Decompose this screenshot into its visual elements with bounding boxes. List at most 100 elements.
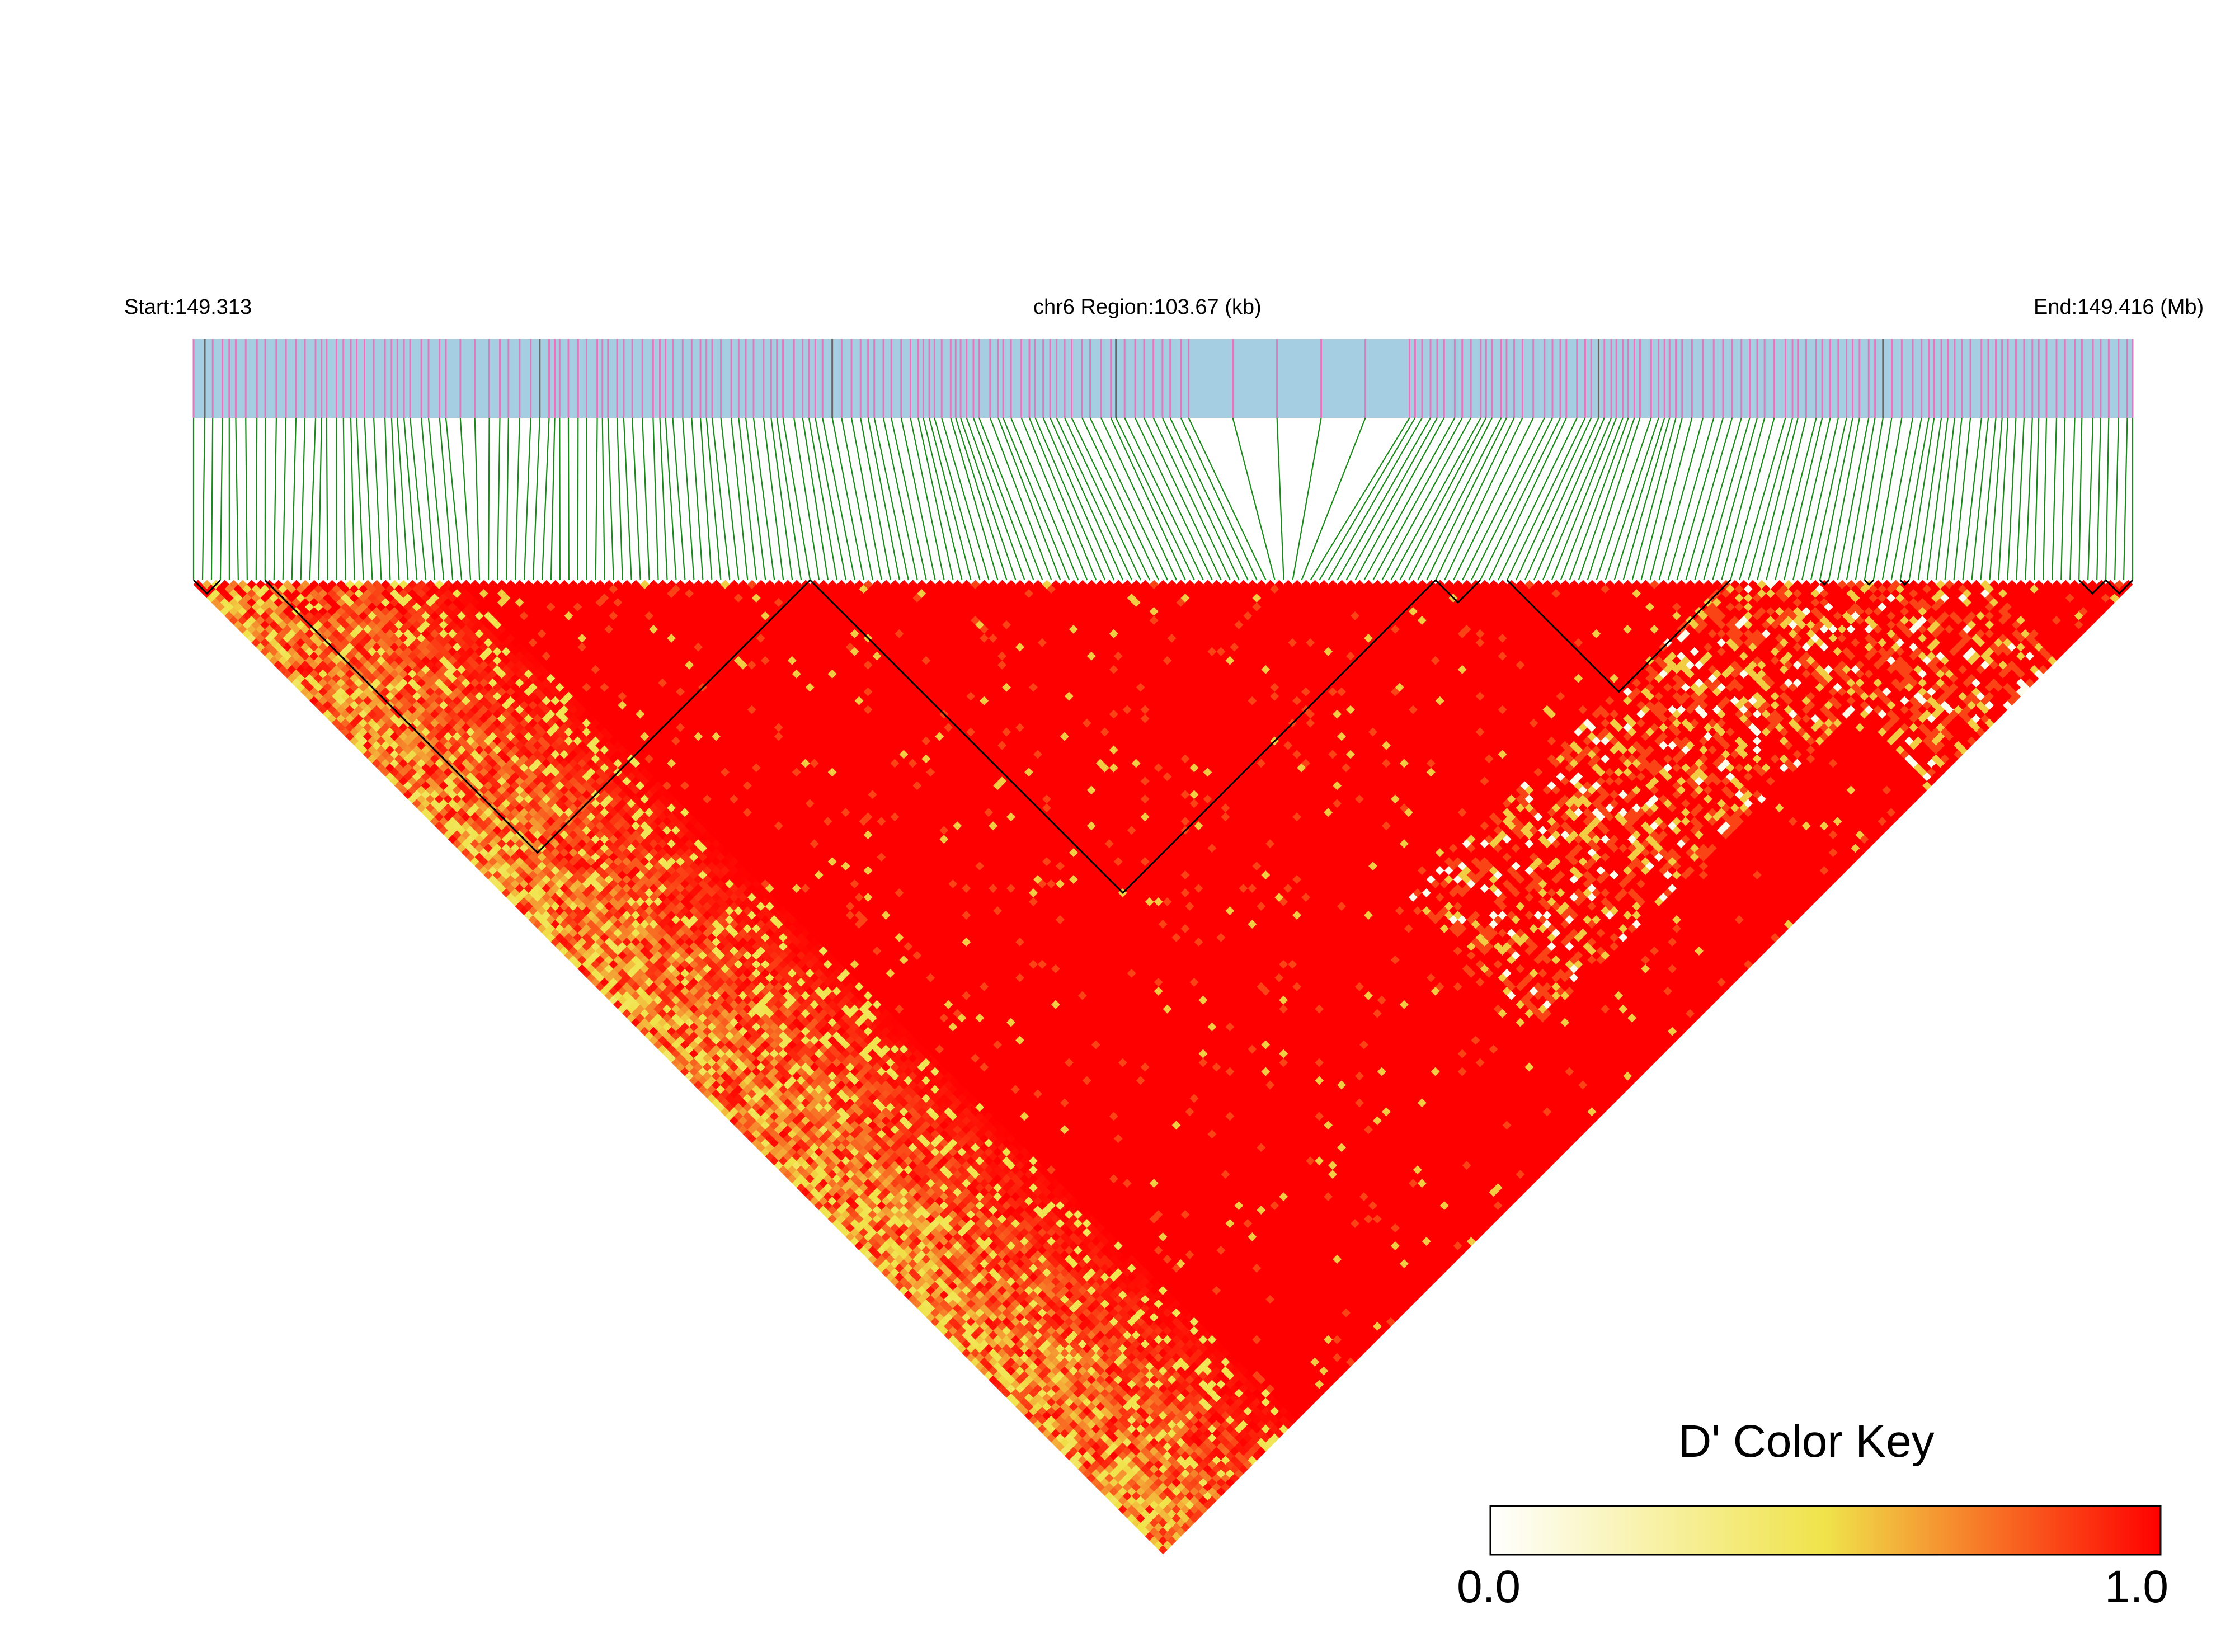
snp-connector-line <box>1144 417 1222 581</box>
snp-connector-line <box>1135 417 1213 581</box>
snp-connector-line <box>255 417 258 581</box>
snp-connector-line <box>1426 417 1507 581</box>
snp-connector-line <box>705 417 722 581</box>
snp-ticks <box>192 339 2134 418</box>
ld-heatmap-cells <box>193 580 2133 1555</box>
snp-connector-line <box>1917 417 1942 581</box>
snp-connector-line <box>1578 417 1635 581</box>
snp-connector-line <box>373 417 382 581</box>
snp-connector-line <box>891 417 927 581</box>
snp-connector-line <box>2060 417 2066 581</box>
snp-connector-line <box>966 417 1025 581</box>
snp-connector-line <box>595 417 598 581</box>
snp-connector-line <box>850 417 882 581</box>
snp-connector-line <box>623 417 632 581</box>
snp-connector-line <box>2078 417 2083 581</box>
snp-connector-line <box>1515 417 1592 581</box>
snp-connector-line <box>2016 417 2025 581</box>
snp-connector-line <box>567 417 570 581</box>
snp-connector-line <box>1050 417 1124 581</box>
snp-connector-line <box>1899 417 1930 581</box>
snp-connector-line <box>1028 417 1097 581</box>
snp-connector-line <box>1056 417 1133 581</box>
snp-connector-line <box>1953 417 1971 581</box>
snp-connector-line <box>1161 417 1240 581</box>
snp-connector-line <box>659 417 668 581</box>
snp-connector-line <box>356 417 364 581</box>
snp-connector-line <box>445 417 463 581</box>
snp-connector-line <box>2114 417 2119 581</box>
snp-connector-line <box>1020 417 1088 581</box>
snp-connector-line <box>978 417 1043 581</box>
snp-connector-line <box>917 417 954 581</box>
snp-connector-line <box>841 417 873 581</box>
snp-connector-line <box>1622 417 1671 581</box>
snp-connector-line <box>1828 417 1860 581</box>
snp-connector-line <box>1730 417 1775 581</box>
snp-connector-line <box>1100 417 1177 581</box>
snp-connector-line <box>1926 417 1949 581</box>
snp-connector-line <box>1748 417 1794 581</box>
snp-connector-line <box>459 417 472 581</box>
snp-connector-line <box>550 417 556 581</box>
snp-connector-line <box>2025 417 2033 581</box>
snp-connector-line <box>496 417 501 581</box>
snp-connector-line <box>682 417 695 581</box>
snp-connector-line <box>1453 417 1534 581</box>
snp-connector-line <box>1908 417 1935 581</box>
snp-connector-line <box>808 417 838 581</box>
snp-connector-line <box>1971 417 1989 581</box>
snp-connector-line <box>282 417 287 581</box>
snp-connector-line <box>1721 417 1766 581</box>
snp-connector-line <box>1819 417 1853 581</box>
snp-connector-line <box>745 417 766 581</box>
snp-connector-line <box>1694 417 1742 581</box>
snp-connector-line <box>1524 417 1599 581</box>
snp-connector-line <box>384 417 391 581</box>
snp-connector-line <box>1328 417 1423 581</box>
snp-connector-line <box>318 417 322 581</box>
snp-connector-line <box>2034 417 2040 581</box>
snp-connector-line <box>699 417 713 581</box>
snp-connector-line <box>350 417 355 581</box>
snp-connector-line <box>1301 417 1366 581</box>
snp-connector-line <box>1542 417 1612 581</box>
snp-connector-lines <box>192 417 2134 581</box>
snp-connector-line <box>1435 417 1515 581</box>
snp-connector-line <box>390 417 400 581</box>
snp-connector-line <box>1890 417 1922 581</box>
snp-connector-line <box>1784 417 1823 581</box>
snp-connector-line <box>997 417 1061 581</box>
snp-connector-line <box>822 417 856 581</box>
snp-connector-line <box>607 417 614 581</box>
snp-connector-line <box>1188 417 1267 581</box>
snp-connector-line <box>487 417 490 581</box>
snp-connector-line <box>1560 417 1624 581</box>
snp-connector-line <box>439 417 454 581</box>
snp-connector-line <box>782 417 811 581</box>
snp-connector-line <box>1855 417 1884 581</box>
snp-connector-line <box>1010 417 1079 581</box>
snp-connector-line <box>873 417 909 581</box>
snp-connector-line <box>1310 417 1410 581</box>
snp-connector-line <box>1337 417 1431 581</box>
snp-connector-line <box>1613 417 1665 581</box>
snp-connector-line <box>910 417 945 581</box>
snp-connector-line <box>1587 417 1641 581</box>
snp-connector-line <box>201 417 206 581</box>
snp-connector-line <box>342 417 346 581</box>
snp-connector-line <box>1766 417 1807 581</box>
snp-connector-line <box>1497 417 1578 581</box>
snp-connector-line <box>867 417 900 581</box>
snp-connector-line <box>1712 417 1758 581</box>
snp-connector-line <box>950 417 999 581</box>
snp-connector-line <box>1399 417 1487 581</box>
snp-connector-line <box>1124 417 1204 581</box>
snp-connector-line <box>1110 417 1186 581</box>
snp-connector-line <box>1980 417 1997 581</box>
snp-connector-line <box>1152 417 1231 581</box>
snp-connector-line <box>1042 417 1115 581</box>
snp-connector-line <box>1596 417 1652 581</box>
snp-connector-line <box>1837 417 1870 581</box>
snp-connector-line <box>1935 417 1956 581</box>
